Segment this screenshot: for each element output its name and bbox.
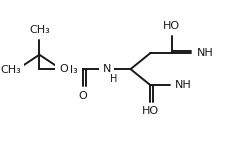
Text: CH₃: CH₃ — [29, 25, 50, 35]
Text: CH₃: CH₃ — [0, 65, 21, 75]
Text: N: N — [103, 64, 111, 74]
Text: NH: NH — [175, 80, 192, 90]
Text: CH₃: CH₃ — [58, 65, 79, 75]
Text: NH: NH — [197, 48, 214, 58]
Text: H: H — [110, 74, 117, 84]
Text: HO: HO — [141, 106, 159, 116]
Text: O: O — [59, 64, 68, 74]
Text: O: O — [78, 91, 87, 101]
Text: HO: HO — [163, 21, 180, 31]
